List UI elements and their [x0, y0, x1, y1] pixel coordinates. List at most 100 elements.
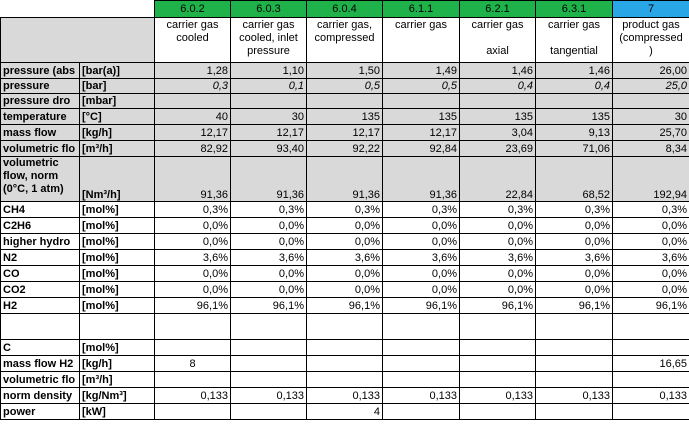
description-line — [461, 32, 534, 45]
stream-id-3: 6.1.1 — [382, 0, 460, 18]
value-cell: 135 — [459, 108, 536, 125]
description-line — [384, 32, 458, 45]
stream-id-0: 6.0.2 — [154, 0, 231, 18]
value-cell: 25,70 — [612, 124, 689, 141]
value-cell — [154, 339, 231, 356]
value-cell — [230, 313, 307, 340]
parameter-label: volumetric flo — [0, 371, 80, 388]
value-cell: 0,0% — [154, 281, 231, 298]
value-cell: 92,22 — [306, 140, 383, 157]
value-cell — [230, 371, 307, 388]
unit-label: [m³/h] — [79, 371, 155, 388]
value-cell: 0,0% — [535, 233, 613, 250]
unit-label: [Nm³/h] — [79, 156, 155, 202]
value-cell: 135 — [306, 108, 383, 125]
table-row: CO2 [mol%] 0,0% 0,0% 0,0% 0,0% 0,0% 0,0% 0,0% — [0, 281, 689, 298]
value-cell: 40 — [154, 108, 231, 125]
value-cell: 0,0% — [230, 233, 307, 250]
description-line: axial — [486, 45, 509, 57]
description-line: carrier gas, — [316, 19, 373, 31]
value-cell — [154, 93, 231, 109]
value-cell: 1,49 — [382, 62, 460, 79]
value-cell: 92,84 — [382, 140, 460, 157]
value-cell: 0,5 — [306, 78, 383, 94]
value-cell: 0,0% — [306, 217, 383, 234]
value-cell: 91,36 — [154, 156, 231, 202]
unit-label — [79, 313, 155, 340]
value-cell: 0,133 — [459, 387, 536, 404]
table-row: N2 [mol%] 3,6% 3,6% 3,6% 3,6% 3,6% 3,6% 3,6% — [0, 249, 689, 266]
value-cell: 0,0% — [306, 281, 383, 298]
table-row — [0, 313, 689, 340]
value-cell: 25,0 — [612, 78, 689, 94]
value-cell: 3,6% — [154, 249, 231, 266]
value-cell — [306, 371, 383, 388]
description-line: (compressed — [619, 32, 683, 44]
value-cell: 0,3% — [459, 201, 536, 218]
unit-label: [kg/h] — [79, 355, 155, 372]
value-cell: 96,1% — [306, 297, 383, 314]
value-cell — [306, 93, 383, 109]
value-cell: 0,0% — [535, 281, 613, 298]
parameter-label: CO — [0, 265, 80, 282]
parameter-label: volumetric flow, norm (0°C, 1 atm) — [0, 156, 80, 202]
value-cell: 0,0% — [382, 281, 460, 298]
value-cell: 0,0% — [154, 233, 231, 250]
value-cell: 96,1% — [154, 297, 231, 314]
parameter-label: norm density — [0, 387, 80, 404]
value-cell: 12,17 — [306, 124, 383, 141]
description-line — [156, 45, 229, 58]
table-row: higher hydro [mol%] 0,0% 0,0% 0,0% 0,0% 0,0% 0,… — [0, 233, 689, 250]
value-cell: 0,133 — [306, 387, 383, 404]
value-cell: 1,50 — [306, 62, 383, 79]
value-cell: 30 — [230, 108, 307, 125]
value-cell: 0,0% — [382, 265, 460, 282]
parameter-label: C2H6 — [0, 217, 80, 234]
value-cell: 0,3% — [382, 201, 460, 218]
value-cell: 82,92 — [154, 140, 231, 157]
description-line: carrier gas — [242, 19, 295, 31]
table-row: volumetric flo [m³/h] — [0, 371, 689, 388]
value-cell: 9,13 — [535, 124, 613, 141]
value-cell: 0,0% — [230, 265, 307, 282]
value-cell: 1,46 — [535, 62, 613, 79]
value-cell — [306, 355, 383, 372]
description-line: carrier gas — [548, 19, 600, 31]
value-cell: 0,0% — [230, 281, 307, 298]
value-cell: 0,133 — [612, 387, 689, 404]
stream-id-1: 6.0.3 — [230, 0, 307, 18]
value-cell: 0,0% — [154, 265, 231, 282]
value-cell — [154, 313, 231, 340]
value-cell — [459, 313, 536, 340]
value-cell: 8,34 — [612, 140, 689, 157]
description-line: compressed — [314, 32, 375, 44]
table-row: pressure [bar] 0,3 0,1 0,5 0,5 0,4 0,4 25,0 — [0, 78, 689, 94]
value-cell: 0,0% — [459, 217, 536, 234]
value-cell: 23,69 — [459, 140, 536, 157]
stream-description-1: carrier gas cooled, inlet pressure — [230, 17, 307, 63]
parameter-label: CH4 — [0, 201, 80, 218]
value-cell — [535, 339, 613, 356]
table-row: mass flow [kg/h] 12,17 12,17 12,17 12,17 3,04 9… — [0, 124, 689, 141]
parameter-label: pressure (abs — [0, 62, 80, 79]
value-cell: 91,36 — [382, 156, 460, 202]
description-line: cooled, inlet — [239, 32, 298, 44]
unit-label: [kW] — [79, 403, 155, 420]
value-cell — [535, 371, 613, 388]
value-cell — [612, 403, 689, 420]
parameter-label: N2 — [0, 249, 80, 266]
description-line — [308, 45, 381, 58]
parameter-label: mass flow H2 — [0, 355, 80, 372]
value-cell: 0,0% — [612, 217, 689, 234]
parameter-label — [0, 313, 80, 340]
value-cell: 192,94 — [612, 156, 689, 202]
description-line — [537, 32, 611, 45]
value-cell: 0,0% — [306, 233, 383, 250]
unit-label: [mol%] — [79, 339, 155, 356]
value-cell: 1,28 — [154, 62, 231, 79]
stream-description-2: carrier gas, compressed — [306, 17, 383, 63]
value-cell: 3,6% — [230, 249, 307, 266]
table-row: pressure (abs [bar(a)] 1,28 1,10 1,50 1,49 1,4… — [0, 62, 689, 79]
unit-label: [mol%] — [79, 217, 155, 234]
value-cell: 135 — [382, 108, 460, 125]
